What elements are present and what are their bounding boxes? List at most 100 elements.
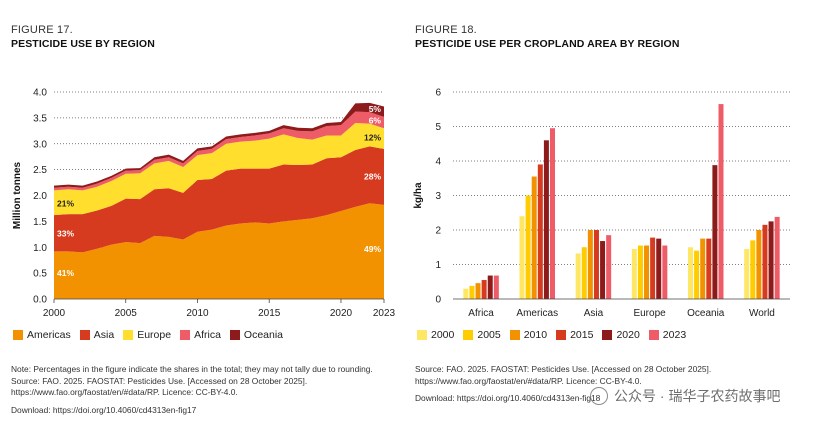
share-annotation: 41% [57,268,74,278]
y-tick-label: 2.0 [33,191,47,202]
area-asia [54,146,384,253]
legend-item: 2005 [463,329,501,341]
legend-swatch [79,330,90,340]
share-annotation: 28% [364,171,381,181]
watermark: 公众号 · 瑞华子农药故事吧 [590,386,780,406]
legend-item: 2020 [602,329,640,341]
fig18-note-line: Source: FAO. 2025. FAOSTAT: Pesticides U… [415,364,712,374]
fig17-number: FIGURE 17. [11,24,73,36]
bar-europe-2023 [662,245,668,299]
legend-swatch [417,330,427,340]
legend-label: Oceania [243,329,284,341]
bar-americas-2005 [525,195,531,299]
fig17-legend: Americas Asia Europe Africa Oceania [13,329,292,341]
fig18-note-line: Download: https://doi.org/10.4060/cd4313… [415,393,601,404]
bar-oceania-2015 [706,238,712,299]
share-annotation: 49% [364,244,381,254]
y-tick-label: 2.5 [33,165,47,176]
bar-world-2000 [744,248,750,299]
legend-label: 2000 [431,329,455,341]
fig18-note-line: https://www.fao.org/faostat/en/#data/RP.… [415,375,642,386]
bar-americas-2023 [550,128,555,299]
bar-world-2005 [750,240,756,299]
legend-item: Asia [79,329,115,341]
x-tick-label: 2010 [186,308,209,319]
fig17-notes: Note: Percentages in the figure indicate… [11,364,373,416]
bar-americas-2010 [531,176,537,299]
legend-item: 2023 [648,329,687,341]
x-tick-label: 2015 [258,308,281,319]
bar-world-2020 [768,221,774,299]
legend-label: Asia [93,329,115,341]
y-tick-label: 3.0 [33,139,47,150]
y-tick-label: 0.5 [33,269,47,280]
y-tick-label: 4 [435,157,441,168]
x-tick-label: 2020 [330,308,353,319]
fig17-note-line: Download: https://doi.org/10.4060/cd4313… [11,404,197,415]
legend-swatch [180,330,191,340]
fig18-number: FIGURE 18. [415,24,477,36]
legend-label: Americas [27,329,71,341]
fig17-area-chart: 0.0 0.5 1.0 1.5 2.0 2.5 3.0 3.5 4.0 2000 2005 2010 2… [12,88,396,320]
legend-swatch [556,330,567,340]
y-tick-label: 0 [435,295,441,306]
x-tick-label: Americas [516,308,558,319]
legend-item: Americas [13,329,71,341]
legend-label: Africa [194,329,221,341]
watermark-text: 公众号 · 瑞华子农药故事吧 [614,388,781,404]
legend-swatch [602,330,613,340]
bar-americas-2015 [537,164,543,299]
bar-europe-2005 [637,245,643,299]
legend-label: 2005 [477,329,501,341]
share-annotation: 12% [364,133,381,143]
bar-africa-2023 [493,275,499,299]
y-tick-label: 2 [435,226,441,237]
x-tick-label: World [749,308,775,319]
legend-swatch [648,330,659,340]
fig18-bar-chart: 0 1 2 3 4 5 6 Africa Americas Asia Europe Oceania Wo… [413,88,790,319]
legend-label: Europe [137,329,172,341]
x-tick-label: Asia [584,308,604,319]
fig18-title: PESTICIDE USE PER CROPLAND AREA BY REGIO… [415,38,680,50]
share-annotation: 21% [57,198,74,208]
y-tick-label: 4.0 [33,88,47,99]
bar-europe-2010 [644,245,650,299]
bar-africa-2020 [487,275,493,299]
area-oceania [54,102,384,188]
bar-africa-2015 [481,280,487,299]
fig18-legend: 2000 2005 2010 2015 2020 2023 [417,329,695,341]
legend-item: 2000 [417,329,454,341]
bar-europe-2000 [631,248,637,299]
bar-europe-2015 [650,237,656,299]
x-tick-label: 2005 [115,308,138,319]
bar-africa-2000 [463,288,469,299]
y-axis-label: Million tonnes [12,161,23,229]
area-americas [54,203,384,299]
x-tick-label: 2000 [43,308,66,319]
bar-asia-2005 [581,247,587,299]
bar-oceania-2020 [712,165,718,299]
bar-asia-2023 [606,235,612,299]
y-tick-label: 3 [435,191,441,202]
bar-asia-2015 [593,230,599,299]
bar-oceania-2010 [700,238,706,299]
legend-label: 2010 [523,329,548,341]
fig17-note-line: Source: FAO. 2025. FAOSTAT: Pesticides U… [11,375,308,386]
area-africa [54,111,384,191]
legend-label: 2023 [662,329,687,341]
x-tick-label: Oceania [687,308,725,319]
bar-oceania-2023 [718,104,724,299]
legend-swatch [123,330,134,340]
legend-swatch [509,330,520,340]
y-tick-label: 6 [435,88,441,99]
legend-item: 2010 [509,329,548,341]
bar-oceania-2005 [694,250,700,299]
legend-label: 2020 [616,329,640,341]
y-tick-label: 3.5 [33,113,47,124]
legend-item: Oceania [229,329,284,341]
bar-africa-2005 [469,285,475,299]
fig17-note-line: Note: Percentages in the figure indicate… [11,364,373,374]
x-tick-label: Europe [633,308,666,319]
fig17-title: PESTICIDE USE BY REGION [11,38,155,50]
share-annotation: 6% [369,115,382,125]
